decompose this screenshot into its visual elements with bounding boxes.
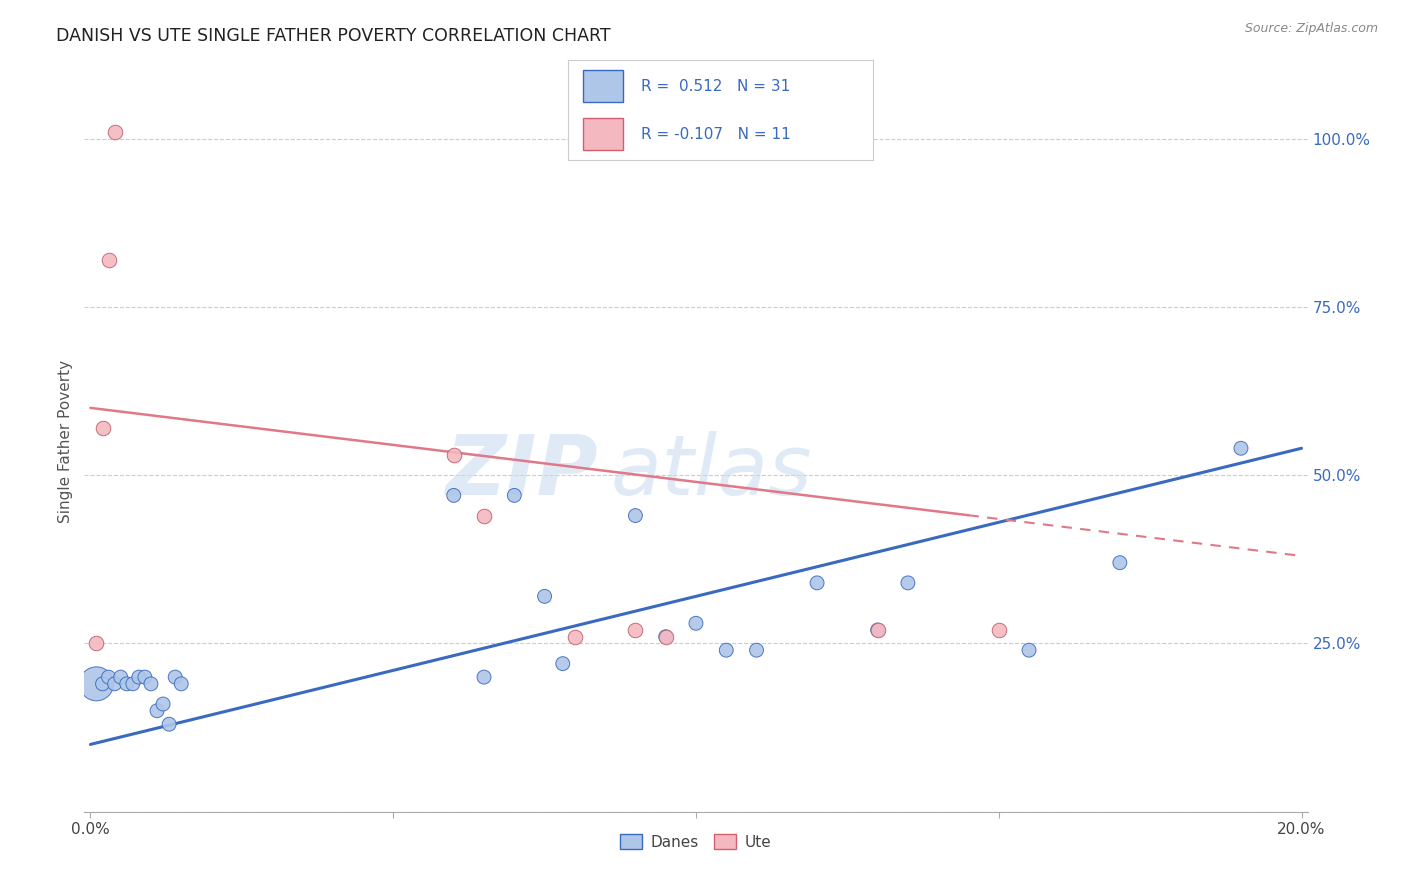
Point <box>564 630 586 644</box>
Point <box>472 508 495 523</box>
Point <box>104 677 127 691</box>
Point <box>104 125 127 139</box>
Point <box>91 677 114 691</box>
Legend: Danes, Ute: Danes, Ute <box>614 828 778 856</box>
Point <box>1018 643 1040 657</box>
Point <box>170 677 193 691</box>
Point <box>654 630 676 644</box>
Point <box>624 623 647 637</box>
Point <box>110 670 132 684</box>
Point <box>97 670 120 684</box>
Point <box>533 590 555 604</box>
Point <box>139 677 162 691</box>
Point <box>146 704 169 718</box>
Point <box>806 575 828 590</box>
Point <box>134 670 156 684</box>
Point <box>987 623 1010 637</box>
Point <box>128 670 150 684</box>
Point <box>897 575 920 590</box>
Point <box>157 717 180 731</box>
Point <box>91 421 114 435</box>
Point <box>551 657 574 671</box>
Point <box>86 677 108 691</box>
Text: Source: ZipAtlas.com: Source: ZipAtlas.com <box>1244 22 1378 36</box>
Y-axis label: Single Father Poverty: Single Father Poverty <box>58 360 73 523</box>
Point <box>866 623 889 637</box>
Point <box>1108 556 1130 570</box>
Text: atlas: atlas <box>610 431 813 512</box>
Text: DANISH VS UTE SINGLE FATHER POVERTY CORRELATION CHART: DANISH VS UTE SINGLE FATHER POVERTY CORR… <box>56 27 610 45</box>
Point <box>716 643 738 657</box>
Point <box>866 623 889 637</box>
Point <box>152 697 174 711</box>
Point <box>654 630 676 644</box>
Point <box>745 643 768 657</box>
Point <box>443 448 465 462</box>
Point <box>115 677 138 691</box>
Point <box>165 670 187 684</box>
Point <box>1230 442 1253 456</box>
Point <box>685 616 707 631</box>
Point <box>503 488 526 502</box>
Point <box>472 670 495 684</box>
Point <box>121 677 143 691</box>
Point <box>443 488 465 502</box>
Text: ZIP: ZIP <box>446 431 598 512</box>
Point <box>624 508 647 523</box>
Point <box>86 636 108 650</box>
Point <box>97 252 120 267</box>
